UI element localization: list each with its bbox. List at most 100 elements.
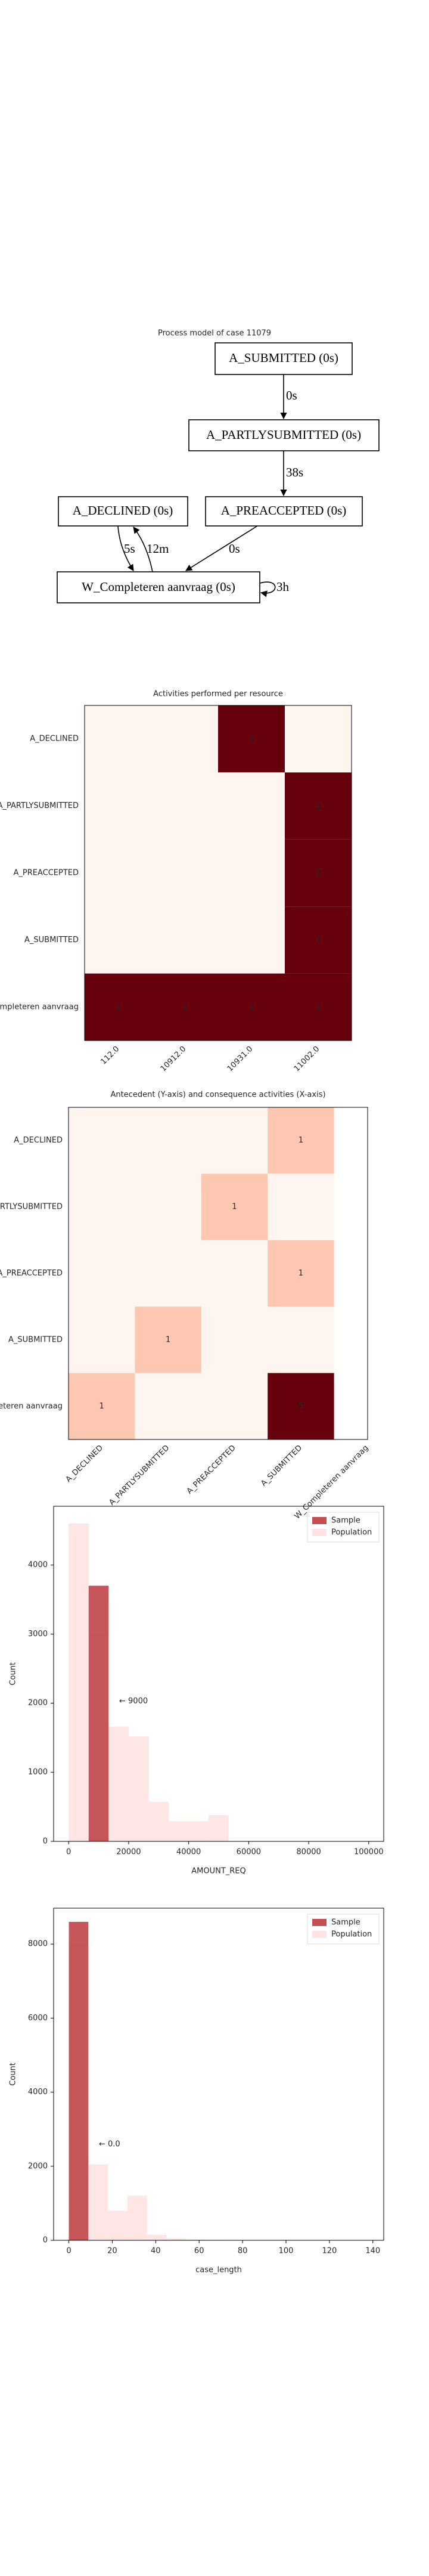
histogram-bar xyxy=(147,2234,167,2240)
heatmap-cell xyxy=(201,1107,268,1174)
node xyxy=(57,571,260,603)
x-tick-label: 140 xyxy=(365,2247,380,2256)
edge xyxy=(259,581,276,597)
node xyxy=(58,496,188,527)
x-tick-label: W_Completeren aanvraag xyxy=(293,1444,371,1521)
heatmap-cell xyxy=(201,1373,268,1439)
histogram-bar xyxy=(108,2210,128,2240)
heatmap-cell xyxy=(151,705,218,773)
edge-label: 38s xyxy=(286,465,303,479)
heatmap-cell xyxy=(285,705,352,773)
heatmap-cell xyxy=(268,1174,334,1240)
chart-title: Activities performed per resource xyxy=(153,690,283,699)
axes-frame xyxy=(68,1107,368,1440)
node xyxy=(188,419,380,451)
edge-label: 12m xyxy=(147,541,169,556)
y-tick-label: 6000 xyxy=(28,2014,48,2023)
x-tick-label: A_DECLINED xyxy=(64,1444,105,1484)
heatmap-cell xyxy=(69,1174,135,1240)
y-tick-label: A_PREACCEPTED xyxy=(0,1269,63,1278)
cell-label: 1 xyxy=(232,1203,237,1212)
histogram-bar xyxy=(188,1821,209,1841)
node-label: W_Completeren aanvraag (0s) xyxy=(82,580,235,594)
heatmap-cell xyxy=(135,1373,201,1439)
heatmap-cell xyxy=(85,839,151,907)
heatmap: 1 1 1 1 1 5 xyxy=(69,1107,334,1439)
y-tick-label: A_PARTLYSUBMITTED xyxy=(0,801,79,810)
x-tick-label: 60000 xyxy=(237,1848,261,1857)
x-tick-label: 80 xyxy=(238,2247,248,2256)
heatmap-cell xyxy=(135,1107,201,1174)
heatmap-cell xyxy=(151,973,218,1041)
x-tick-label: A_PARTLYSUBMITTED xyxy=(107,1444,171,1507)
x-tick-label: 80000 xyxy=(296,1848,321,1857)
legend-label: Sample xyxy=(331,1516,360,1525)
edge-label: 0s xyxy=(286,388,297,402)
edge xyxy=(133,527,153,572)
heatmap-cell xyxy=(285,772,352,840)
node-label: A_SUBMITTED (0s) xyxy=(229,351,338,365)
x-tick-label: 40000 xyxy=(176,1848,201,1857)
histogram-bar xyxy=(69,1921,89,2240)
histogram-bar xyxy=(108,1726,129,1841)
heatmap-cell xyxy=(201,1306,268,1373)
histogram-bar xyxy=(166,2238,186,2240)
heatmap-cell xyxy=(268,1240,334,1307)
y-axis-label: Count xyxy=(9,1662,18,1686)
heatmap-cell xyxy=(69,1306,135,1373)
legend-label: Population xyxy=(331,1528,372,1537)
cell-label: 1 xyxy=(316,1002,321,1011)
y-tick-label: 8000 xyxy=(28,1940,48,1949)
x-tick-label: 40 xyxy=(151,2247,161,2256)
heatmap-cell xyxy=(151,772,218,840)
x-tick-label: A_PREACCEPTED xyxy=(185,1444,238,1496)
histogram-bar xyxy=(148,1801,169,1841)
x-tick-label: 11002.0 xyxy=(293,1045,322,1074)
heatmap-cell xyxy=(218,839,285,907)
y-tick-label: A_SUBMITTED xyxy=(8,1335,63,1344)
chart-title: Antecedent (Y-axis) and consequence acti… xyxy=(110,1091,325,1100)
annotation: ← 0.0 xyxy=(99,2140,120,2149)
x-tick-label: 120 xyxy=(322,2247,337,2256)
y-axis-label: Count xyxy=(9,2063,18,2086)
heatmap-cell xyxy=(268,1107,334,1174)
y-tick-label: A_DECLINED xyxy=(30,735,79,744)
cell-label: 1 xyxy=(182,1002,187,1011)
heatmap-cell xyxy=(285,839,352,907)
heatmap-cell xyxy=(268,1306,334,1373)
heatmap-cell xyxy=(151,839,218,907)
x-tick-label: A_SUBMITTED xyxy=(259,1444,304,1488)
x-tick-label: 112.0 xyxy=(99,1045,121,1067)
histogram-bar xyxy=(209,1815,229,1841)
heatmap-cell xyxy=(85,772,151,840)
y-tick-label: A_SUBMITTED xyxy=(24,936,79,945)
heatmap: 1 1 1 1 1 1 1 1 xyxy=(85,705,352,1041)
heatmap-cell xyxy=(69,1107,135,1174)
histogram-bar xyxy=(169,1821,189,1841)
heatmap-cell xyxy=(135,1240,201,1307)
y-tick-label: 3000 xyxy=(28,1630,48,1639)
edge-label: 3h xyxy=(276,580,290,594)
y-tick-label: 1000 xyxy=(28,1768,48,1777)
heatmap-cell xyxy=(218,973,285,1041)
x-tick-label: 20000 xyxy=(116,1848,141,1857)
cell-label: 1 xyxy=(316,869,321,878)
edge xyxy=(117,525,134,571)
edge-label: 0s xyxy=(229,541,240,556)
heatmap-cell xyxy=(85,906,151,974)
heatmap-cell xyxy=(69,1240,135,1307)
y-tick-label: W_Completeren aanvraag xyxy=(0,1002,79,1011)
y-tick-label: 0 xyxy=(43,1837,48,1846)
heatmap-cell xyxy=(201,1240,268,1307)
histogram-bar xyxy=(88,2164,108,2240)
axes-frame xyxy=(84,705,352,1041)
cell-label: 1 xyxy=(299,1136,303,1145)
histogram-bar xyxy=(128,1736,149,1841)
axes-frame xyxy=(53,1506,384,1842)
cell-label: 1 xyxy=(116,1002,120,1011)
histogram-bar xyxy=(69,1523,89,1841)
x-tick-label: 100000 xyxy=(354,1848,384,1857)
annotation: ← 9000 xyxy=(119,1697,148,1706)
